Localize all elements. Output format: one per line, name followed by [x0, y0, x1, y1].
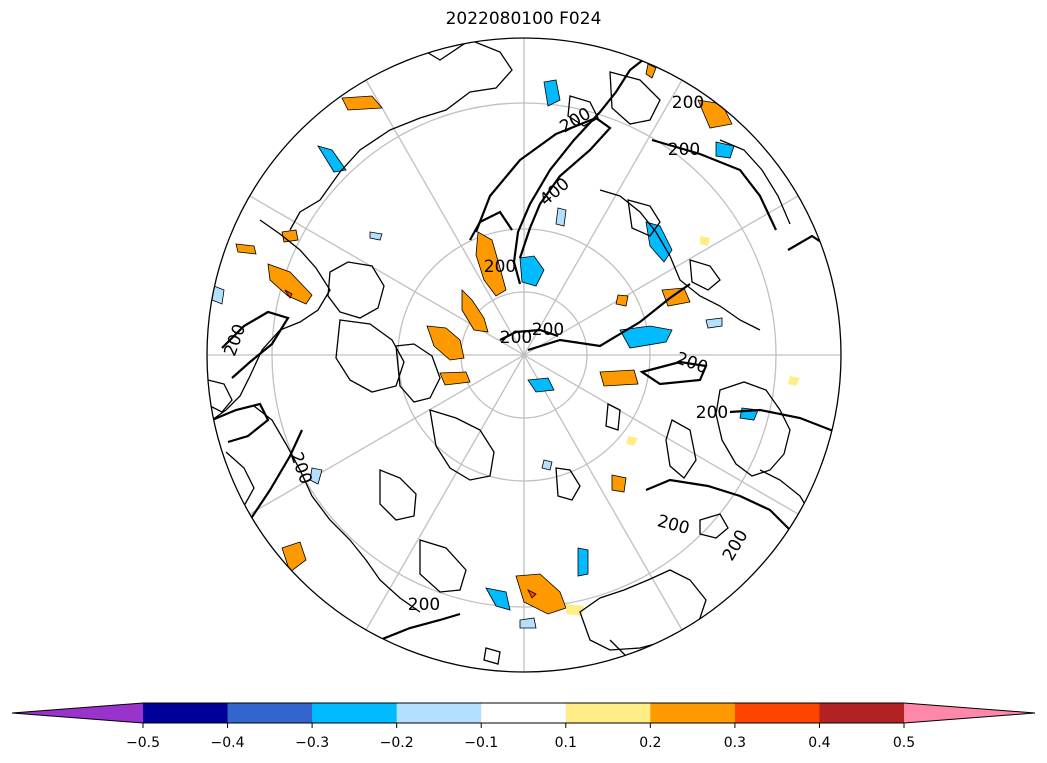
colorbar-segments	[143, 703, 905, 723]
colorbar-tick-label: −0.2	[380, 735, 414, 751]
colorbar-tick-label: −0.3	[295, 735, 329, 751]
colorbar-tick-label: 0.2	[639, 735, 661, 751]
colorbar-segment	[481, 703, 567, 723]
colorbar-segment	[227, 703, 313, 723]
colorbar-segment	[565, 703, 651, 723]
contour-label-200-f: 200	[668, 140, 700, 160]
colorbar-segment	[734, 703, 820, 723]
colorbar: −0.5 −0.4 −0.3 −0.2 −0.1 0.1 0.2 0.3 0.4 0.5	[11, 702, 1036, 751]
contour-label-200-g: 200	[673, 348, 710, 378]
contour-labels: 200 400 200 200 200 200 200 200 200 200 …	[220, 93, 752, 615]
colorbar-segment	[650, 703, 736, 723]
colorbar-segment	[819, 703, 905, 723]
colorbar-tick-label: −0.4	[211, 735, 245, 751]
contour-lines	[211, 48, 841, 642]
contour-label-400: 400	[536, 174, 574, 210]
contour-label-200-h: 200	[696, 403, 728, 423]
colorbar-ticks: −0.5 −0.4 −0.3 −0.2 −0.1 0.1 0.2 0.3 0.4 0.5	[126, 723, 915, 751]
contour-label-200-c: 200	[532, 320, 564, 340]
colorbar-segment	[312, 703, 398, 723]
colorbar-tick-label: 0.1	[555, 735, 577, 751]
contour-label-200-b: 200	[484, 257, 516, 277]
map-boundary	[206, 37, 842, 673]
contour-label-200-i: 200	[655, 511, 692, 539]
colorbar-tick-label: 0.4	[808, 735, 830, 751]
colorbar-tick-label: −0.1	[464, 735, 498, 751]
contour-label-200-k: 200	[408, 595, 440, 615]
coastlines	[207, 39, 813, 669]
colorbar-under-extension	[12, 703, 143, 723]
colorbar-tick-label: 0.3	[724, 735, 746, 751]
map-title: 2022080100 F024	[445, 9, 602, 29]
contour-label-200-l: 200	[286, 450, 316, 487]
colorbar-tick-label: −0.5	[126, 735, 160, 751]
contour-label-200-m: 200	[220, 322, 250, 359]
map-area: 200 400 200 200 200 200 200 200 200 200 …	[207, 38, 841, 672]
colorbar-segment	[143, 703, 229, 723]
colorbar-segment	[396, 703, 482, 723]
positive-anomaly-patches	[235, 63, 800, 616]
colorbar-tick-label: 0.5	[893, 735, 915, 751]
colorbar-over-extension	[904, 703, 1035, 723]
contour-label-200-e: 200	[672, 93, 704, 113]
contour-label-200-d: 200	[500, 328, 532, 348]
